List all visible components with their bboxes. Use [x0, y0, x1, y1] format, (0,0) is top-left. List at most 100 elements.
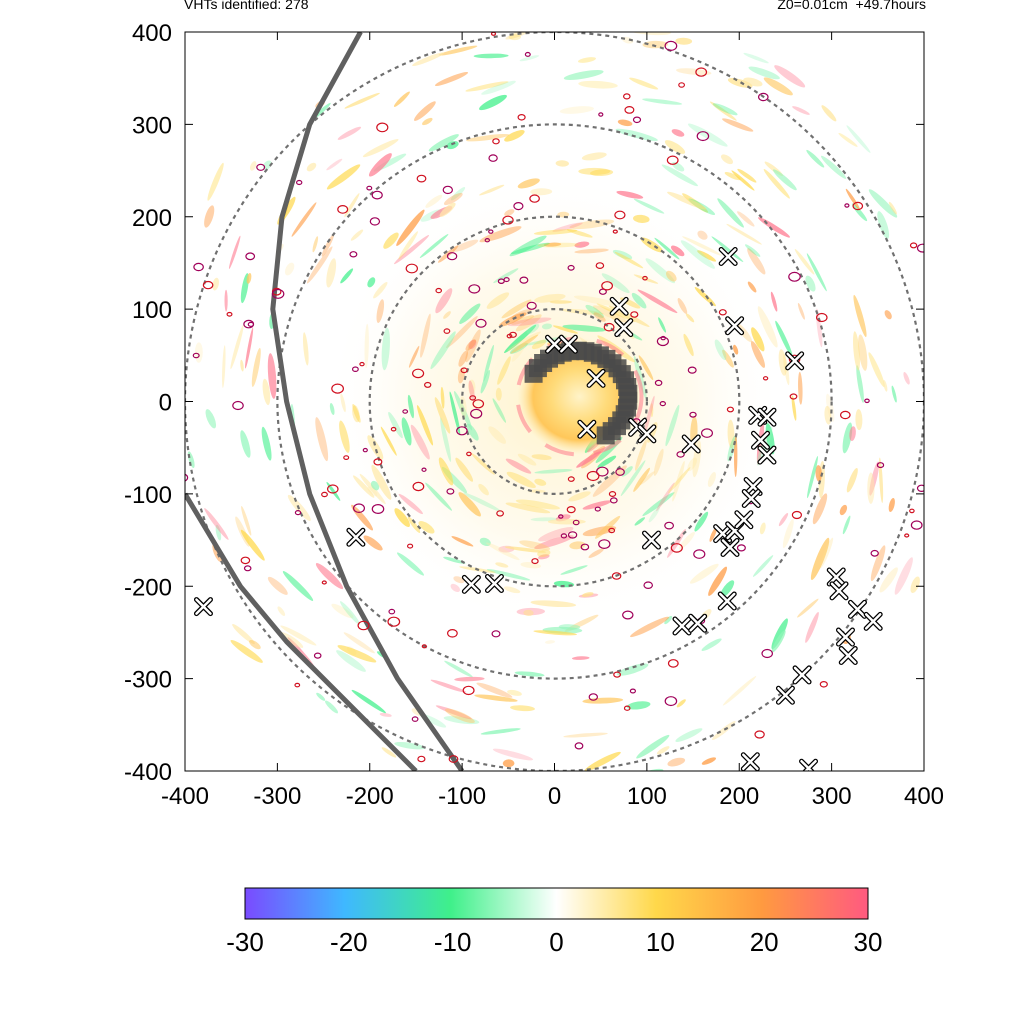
field-streak [629, 77, 659, 90]
field-streak [479, 226, 522, 243]
updraft-contour [615, 468, 625, 476]
field-streak [486, 292, 510, 309]
vht-marker [346, 527, 366, 547]
updraft-contour [243, 565, 252, 572]
field-streak [162, 416, 176, 440]
vht-marker [835, 627, 855, 647]
field-streak [869, 461, 880, 496]
field-streak [821, 105, 837, 122]
field-streak [903, 372, 910, 385]
field-streak [367, 486, 378, 497]
vht-marker [725, 316, 745, 336]
colorbar-tick-label: 10 [646, 927, 675, 957]
field-streak [212, 277, 219, 291]
updraft-contour [852, 201, 864, 211]
field-streak [592, 465, 627, 497]
field-streak [851, 203, 868, 222]
field-streak [510, 242, 550, 255]
field-streak [627, 32, 671, 36]
updraft-contour [470, 408, 483, 419]
field-streak [878, 457, 884, 504]
field-streak [499, 312, 527, 327]
field-streak [340, 601, 361, 626]
field-streak [707, 472, 716, 487]
updraft-contour [664, 696, 678, 707]
vht-marker [740, 752, 760, 771]
range-ring [276, 123, 833, 680]
field-streak [585, 304, 604, 318]
field-streak [578, 57, 596, 63]
updraft-contour [678, 82, 685, 88]
updraft-contour [762, 376, 769, 381]
field-streak [454, 676, 485, 682]
field-streak [362, 139, 399, 158]
field-streak [446, 316, 478, 349]
field-streak [574, 241, 590, 248]
updraft-contour [526, 301, 537, 310]
field-streak [368, 153, 392, 177]
field-streak [572, 20, 594, 27]
y-tick-label: 100 [132, 297, 172, 324]
field-streak [443, 192, 463, 206]
field-streak [508, 34, 521, 41]
field-streak [204, 508, 229, 540]
updraft-contour [567, 476, 575, 482]
field-streak [584, 751, 621, 771]
field-streak [534, 478, 547, 486]
field-streak [747, 281, 757, 293]
updraft-contour [226, 311, 233, 317]
updraft-contour [916, 243, 924, 253]
updraft-contour [421, 467, 427, 472]
vht-marker [838, 646, 858, 666]
field-streak [846, 467, 858, 493]
field-streak [763, 77, 793, 96]
updraft-contour [496, 510, 505, 517]
field-streak [675, 68, 712, 76]
field-streak [731, 170, 755, 191]
updraft-contour [353, 503, 366, 513]
field-streak [511, 315, 535, 325]
field-streak [514, 671, 545, 677]
vertical-velocity-field [162, 20, 920, 771]
field-streak [517, 453, 537, 466]
vht-marker [720, 537, 740, 557]
vht-count-label: VHTs identified: 278 [184, 0, 309, 12]
field-streak [418, 520, 435, 534]
field-streak [582, 697, 624, 704]
field-streak [440, 417, 452, 462]
field-streak [675, 728, 703, 742]
updraft-contour [567, 264, 575, 271]
field-streak [466, 423, 479, 441]
field-streak [344, 193, 360, 218]
field-streak [371, 464, 392, 500]
field-streak [465, 329, 481, 363]
field-streak [720, 580, 735, 598]
field-streak [420, 313, 431, 358]
field-streak [245, 327, 254, 369]
field-streak [751, 327, 765, 352]
field-streak [819, 537, 834, 569]
updraft-contour [609, 497, 618, 504]
field-streak [666, 270, 677, 282]
field-streak [481, 80, 516, 95]
field-streak [633, 355, 647, 399]
field-streak [302, 332, 309, 366]
field-streak [501, 299, 532, 319]
field-streak [478, 483, 489, 496]
field-streak [694, 287, 716, 307]
field-streak [339, 420, 350, 453]
updraft-contour [405, 263, 418, 274]
field-streak [351, 504, 374, 531]
field-streak [537, 242, 581, 248]
field-streak [722, 676, 757, 706]
updraft-contour [158, 341, 164, 346]
field-streak [612, 249, 633, 260]
field-streak [434, 397, 451, 434]
field-streak [480, 370, 491, 394]
field-streak [680, 240, 715, 269]
field-streak [581, 152, 607, 161]
field-streak [797, 302, 805, 320]
updraft-contour [642, 275, 648, 281]
updraft-contour [598, 112, 604, 117]
field-streak [534, 469, 573, 474]
